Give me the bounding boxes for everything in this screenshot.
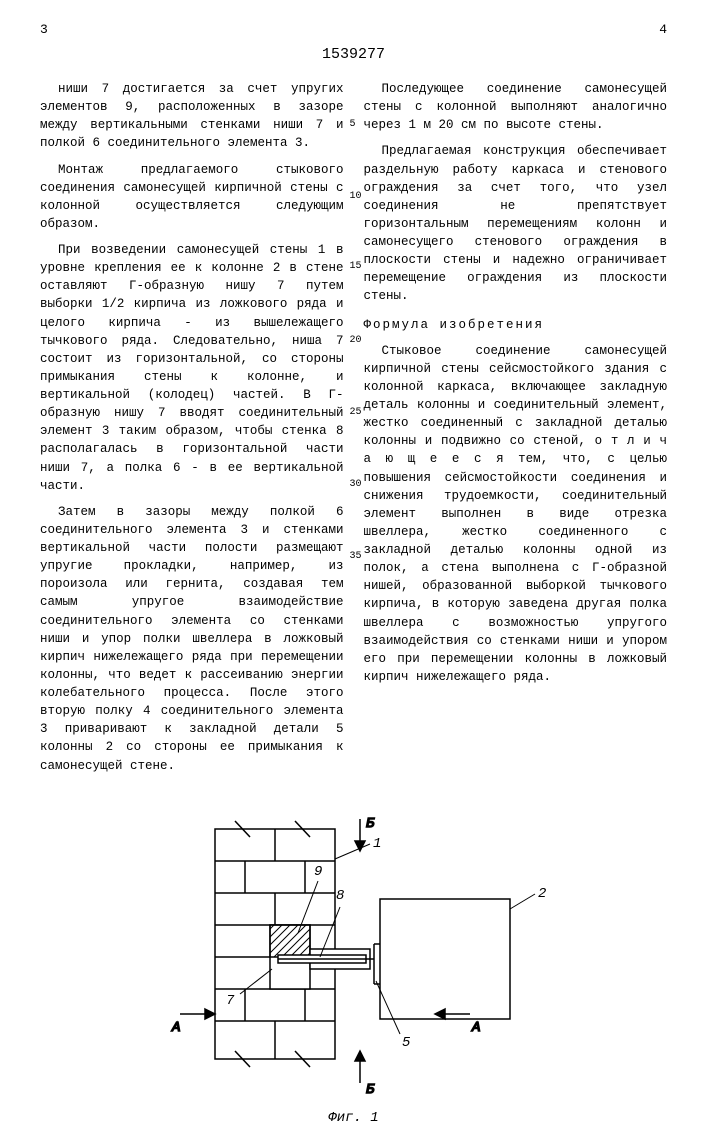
callout-2: 2 (538, 886, 546, 902)
left-column: ниши 7 достигается за счет упругих элеме… (40, 80, 344, 783)
section-a: А А (171, 1009, 480, 1036)
line-number: 35 (350, 550, 362, 565)
section-letter-b-bottom: Б (366, 1082, 375, 1098)
text-columns: ниши 7 достигается за счет упругих элеме… (40, 80, 667, 783)
figure-label: Фиг. 1 (328, 1108, 378, 1129)
right-para-2: Предлагаемая конструкция обеспечивает ра… (364, 142, 668, 305)
callout-9: 9 (314, 864, 322, 880)
callout-7: 7 (226, 993, 235, 1009)
figure-1: 1 2 5 7 8 9 А (40, 799, 667, 1129)
page-number-right: 4 (659, 20, 667, 40)
callout-5: 5 (402, 1035, 411, 1051)
document-page: 3 4 1539277 ниши 7 достигается за счет у… (0, 0, 707, 1000)
left-para-1: ниши 7 достигается за счет упругих элеме… (40, 80, 344, 153)
line-number: 5 (350, 118, 356, 133)
line-number: 25 (350, 406, 362, 421)
section-letter-b-top: Б (366, 816, 375, 832)
column (374, 899, 510, 1019)
callout-8: 8 (336, 888, 344, 904)
header-row: 3 4 (40, 20, 667, 40)
section-letter-a-right: А (471, 1020, 480, 1036)
figure-svg: 1 2 5 7 8 9 А (40, 799, 667, 1109)
document-number: 1539277 (40, 44, 667, 67)
callout-1: 1 (373, 836, 381, 852)
left-para-4: Затем в зазоры между полкой 6 соединител… (40, 503, 344, 775)
section-letter-a-left: А (171, 1020, 180, 1036)
line-number: 30 (350, 478, 362, 493)
page-number-left: 3 (40, 20, 48, 40)
right-para-1: Последующее соединение самонесущей стены… (364, 80, 668, 134)
right-column: 5 10 15 20 25 30 35 Последующее соединен… (364, 80, 668, 783)
line-number: 10 (350, 190, 362, 205)
formula-title: Формула изобретения (364, 316, 668, 334)
line-number: 20 (350, 334, 362, 349)
right-para-3: Стыковое соединение самонесущей кирпично… (364, 342, 668, 686)
line-number: 15 (350, 260, 362, 275)
left-para-2: Монтаж предлагаемого стыкового соединени… (40, 161, 344, 234)
left-para-3: При возведении самонесущей стены 1 в уро… (40, 241, 344, 495)
